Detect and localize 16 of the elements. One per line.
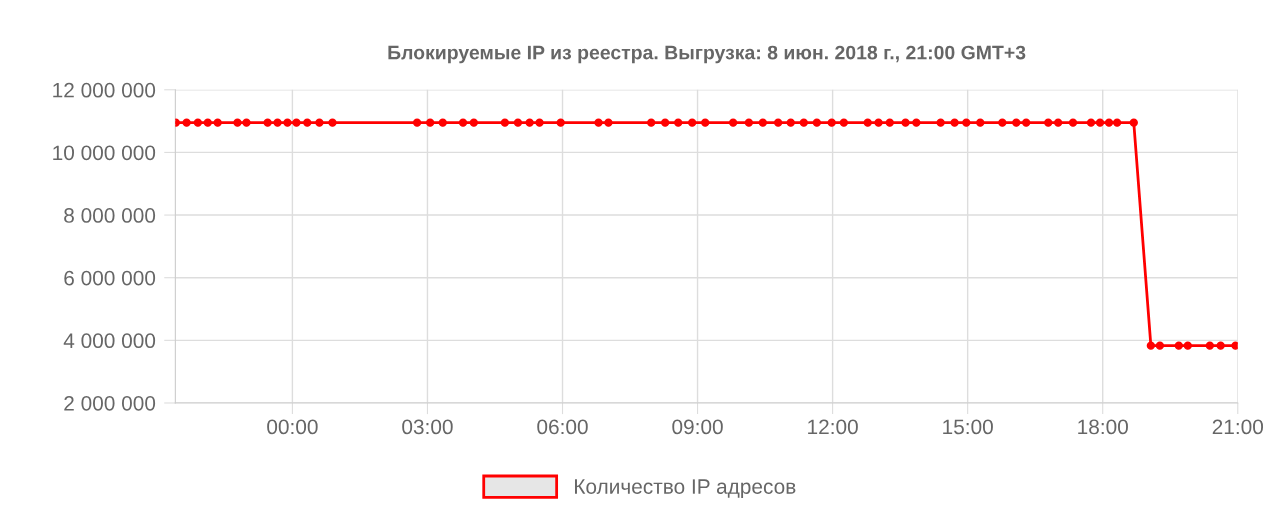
- x-tick-label: 06:00: [537, 419, 588, 435]
- x-tick-label: 18:00: [1078, 419, 1128, 435]
- y-tick-label: 2 000 000: [64, 395, 156, 411]
- y-tick-label: 10 000 000: [53, 145, 156, 161]
- y-tick-label: 8 000 000: [64, 208, 156, 223]
- chart-title: Блокируемые IP из реестра. Выгрузка: 8 июн. 2018 г., 21:00 GMT+3: [388, 45, 1026, 64]
- x-tick-label: 15:00: [943, 419, 993, 435]
- y-tick-label: 4 000 000: [63, 333, 156, 349]
- x-tick-label: 21:00: [1212, 419, 1264, 435]
- y-tick-label: 6 000 000: [64, 270, 156, 286]
- x-tick-label: 12:00: [808, 419, 858, 435]
- y-tick-label: 12 000 000: [53, 82, 156, 98]
- x-tick-label: 09:00: [672, 419, 723, 435]
- x-tick-label: 00:00: [267, 419, 318, 435]
- x-tick-label: 03:00: [402, 419, 453, 435]
- legend-label: Количество IP адресов: [575, 479, 796, 499]
